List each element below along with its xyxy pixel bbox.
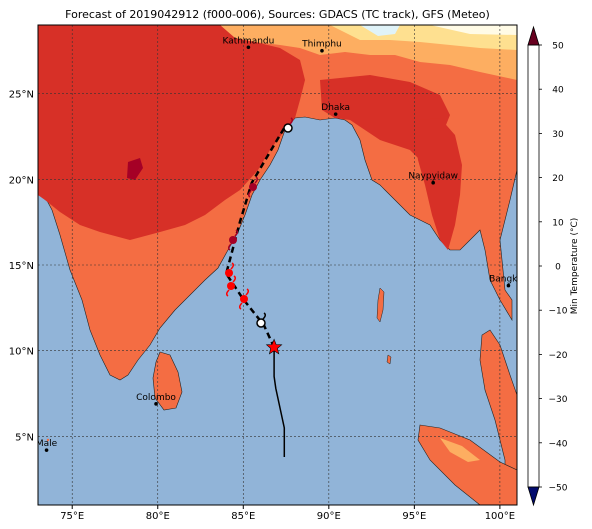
colorbar-tick-label: 50 bbox=[552, 42, 564, 52]
colorbar-tick-label: −50 bbox=[549, 484, 568, 494]
tc-symbols bbox=[225, 117, 294, 328]
colorbar-tick-label: −40 bbox=[549, 439, 568, 449]
city-label: Naypyidaw bbox=[408, 172, 458, 182]
tc-current-position-star bbox=[265, 338, 283, 355]
land-myanmar-warm bbox=[415, 118, 462, 250]
map-frame bbox=[37, 24, 518, 506]
colorbar-min-arrow bbox=[527, 486, 540, 507]
colorbar-tick-label: 40 bbox=[552, 86, 564, 96]
lat-tick-label: 25°N bbox=[9, 90, 34, 101]
colorbar-tick-label: 10 bbox=[552, 218, 564, 228]
city-marker bbox=[246, 45, 251, 50]
land-plateau-cold-2 bbox=[430, 25, 517, 35]
land-andaman-islands bbox=[376, 287, 385, 323]
land-nicobar-island bbox=[386, 354, 392, 365]
colorbar-tick-label: 0 bbox=[555, 263, 561, 273]
land-plateau-colder bbox=[360, 25, 400, 36]
city-label: Male bbox=[36, 439, 58, 449]
city-label: Dhaka bbox=[321, 103, 350, 113]
city-marker bbox=[320, 48, 324, 53]
lat-tick-label: 15°N bbox=[9, 261, 34, 272]
city-label: Bangkok bbox=[489, 275, 529, 285]
city-marker bbox=[333, 112, 338, 116]
lon-tick-label: 75°E bbox=[60, 511, 84, 522]
colorbar-max-arrow bbox=[527, 25, 540, 46]
land-sumatra-warm bbox=[440, 438, 480, 462]
colorbar-frame bbox=[527, 44, 540, 488]
land-india-warm bbox=[38, 25, 305, 240]
lon-tick-label: 90°E bbox=[317, 511, 341, 522]
land-maldives bbox=[46, 438, 50, 442]
city-marker bbox=[431, 180, 435, 185]
colorbar-tick-label: 30 bbox=[552, 130, 564, 140]
lat-tick-label: 5°N bbox=[15, 432, 34, 443]
page-title: Forecast of 2019042912 (f000-006), Sourc… bbox=[65, 8, 490, 21]
city-label: Thimphu bbox=[301, 40, 342, 50]
colorbar: 50 40 30 20 10 0 −10 −20 −30 −40 −50 Min Temperatur… bbox=[527, 25, 580, 507]
tc-past-track bbox=[273, 347, 286, 457]
land-hot-spot bbox=[127, 158, 143, 180]
lat-tick-label: 20°N bbox=[9, 175, 34, 186]
lon-tick-label: 95°E bbox=[402, 511, 426, 522]
lon-tick-label: 100°E bbox=[485, 511, 515, 522]
city-marker bbox=[44, 448, 49, 452]
city-marker bbox=[154, 402, 158, 406]
lon-tick-label: 80°E bbox=[146, 511, 170, 522]
colorbar-tick-label: −20 bbox=[549, 351, 568, 361]
land-sri-lanka bbox=[152, 351, 183, 411]
land-sumatra bbox=[417, 424, 517, 505]
colorbar-tick-label: −10 bbox=[549, 307, 568, 317]
lat-tick-label: 10°N bbox=[9, 347, 34, 358]
city-marker bbox=[506, 283, 511, 288]
colorbar-tick-label: 20 bbox=[552, 174, 564, 184]
city-label: Colombo bbox=[136, 393, 176, 403]
lon-tick-label: 85°E bbox=[231, 511, 255, 522]
colorbar-tick-label: −30 bbox=[549, 395, 568, 405]
city-label: Kathmandu bbox=[222, 36, 274, 46]
colorbar-label: Min Temperature (°C) bbox=[570, 218, 580, 315]
